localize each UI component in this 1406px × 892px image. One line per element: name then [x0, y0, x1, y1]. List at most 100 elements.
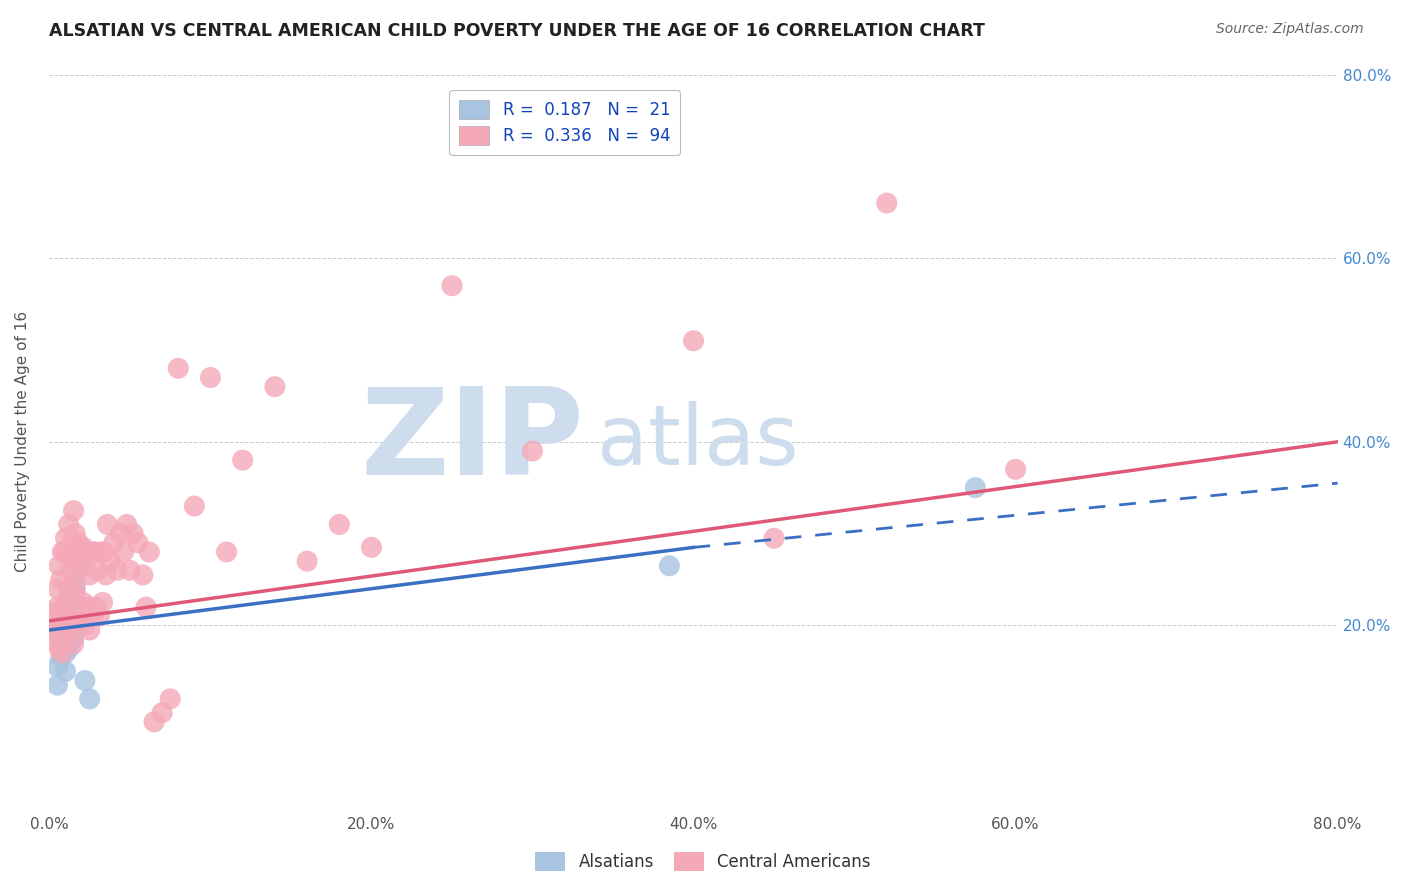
Point	[46, 678, 69, 692]
Point	[103, 536, 125, 550]
Point	[90, 545, 112, 559]
Point	[48, 623, 70, 637]
Text: ZIP: ZIP	[360, 384, 583, 500]
Point	[51, 646, 73, 660]
Point	[49, 573, 72, 587]
Point	[264, 380, 287, 394]
Point	[763, 531, 786, 545]
Point	[58, 582, 80, 596]
Point	[46, 637, 69, 651]
Point	[51, 614, 73, 628]
Point	[46, 582, 69, 596]
Point	[328, 517, 350, 532]
Point	[360, 541, 382, 555]
Point	[87, 563, 110, 577]
Point	[82, 545, 104, 559]
Point	[658, 558, 681, 573]
Point	[100, 554, 122, 568]
Point	[80, 600, 103, 615]
Point	[876, 196, 898, 211]
Point	[77, 545, 100, 559]
Point	[49, 650, 72, 665]
Point	[52, 545, 75, 559]
Point	[63, 577, 86, 591]
Point	[115, 517, 138, 532]
Point	[96, 517, 118, 532]
Point	[73, 558, 96, 573]
Point	[105, 563, 128, 577]
Text: atlas: atlas	[598, 401, 799, 483]
Point	[44, 623, 66, 637]
Point	[59, 563, 82, 577]
Point	[89, 609, 111, 624]
Point	[52, 605, 75, 619]
Point	[67, 600, 90, 615]
Point	[63, 586, 86, 600]
Point	[51, 545, 73, 559]
Point	[51, 632, 73, 647]
Text: ALSATIAN VS CENTRAL AMERICAN CHILD POVERTY UNDER THE AGE OF 16 CORRELATION CHART: ALSATIAN VS CENTRAL AMERICAN CHILD POVER…	[49, 22, 986, 40]
Point	[84, 600, 107, 615]
Point	[63, 526, 86, 541]
Point	[62, 586, 84, 600]
Point	[138, 545, 160, 559]
Point	[79, 692, 101, 706]
Point	[45, 618, 67, 632]
Point	[118, 563, 141, 577]
Point	[45, 605, 67, 619]
Point	[72, 595, 94, 609]
Point	[67, 618, 90, 632]
Point	[67, 536, 90, 550]
Legend: R =  0.187   N =  21, R =  0.336   N =  94: R = 0.187 N = 21, R = 0.336 N = 94	[449, 90, 681, 155]
Point	[70, 609, 93, 624]
Point	[110, 526, 132, 541]
Point	[72, 541, 94, 555]
Point	[167, 361, 190, 376]
Point	[55, 646, 77, 660]
Point	[200, 370, 222, 384]
Point	[1004, 462, 1026, 476]
Point	[440, 278, 463, 293]
Point	[55, 623, 77, 637]
Point	[83, 545, 105, 559]
Point	[58, 641, 80, 656]
Point	[59, 605, 82, 619]
Point	[79, 623, 101, 637]
Point	[63, 582, 86, 596]
Point	[62, 637, 84, 651]
Point	[58, 618, 80, 632]
Point	[52, 637, 75, 651]
Point	[62, 503, 84, 517]
Point	[46, 659, 69, 673]
Point	[73, 673, 96, 688]
Point	[49, 605, 72, 619]
Point	[46, 600, 69, 615]
Point	[522, 444, 544, 458]
Point	[59, 591, 82, 605]
Point	[70, 549, 93, 564]
Point	[58, 618, 80, 632]
Point	[93, 545, 115, 559]
Point	[965, 481, 987, 495]
Point	[56, 545, 79, 559]
Point	[60, 595, 83, 609]
Point	[62, 554, 84, 568]
Point	[127, 536, 149, 550]
Point	[55, 595, 77, 609]
Point	[73, 618, 96, 632]
Point	[66, 609, 89, 624]
Legend: Alsatians, Central Americans: Alsatians, Central Americans	[527, 843, 879, 880]
Point	[51, 646, 73, 660]
Point	[62, 632, 84, 647]
Point	[159, 692, 181, 706]
Point	[69, 558, 91, 573]
Point	[55, 531, 77, 545]
Point	[48, 641, 70, 656]
Point	[52, 623, 75, 637]
Point	[150, 706, 173, 720]
Point	[55, 665, 77, 679]
Point	[112, 545, 135, 559]
Point	[183, 499, 205, 513]
Point	[132, 568, 155, 582]
Point	[135, 600, 157, 615]
